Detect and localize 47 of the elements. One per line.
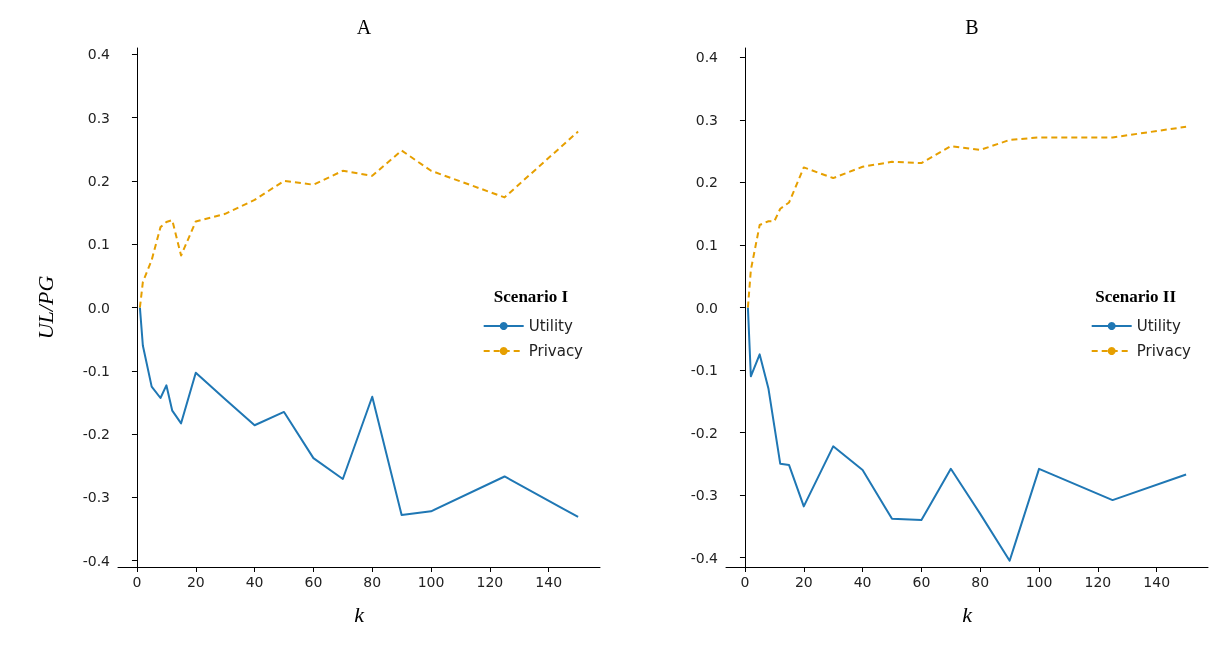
- y-axis-title: UL/PG: [32, 275, 58, 340]
- line-series: [746, 125, 1188, 309]
- y-tick-label: -0.1: [690, 362, 718, 379]
- y-tick-label: 0.0: [87, 299, 110, 316]
- legend-label: Utility: [1136, 317, 1181, 335]
- x-tick-label: 140: [535, 574, 563, 590]
- x-axis-title: k: [354, 601, 366, 627]
- y-tick-label: 0.2: [87, 172, 110, 189]
- x-axis-title: k: [962, 601, 974, 627]
- y-tick-label: 0.3: [87, 109, 110, 126]
- x-tick-label: 20: [794, 574, 813, 590]
- x-tick-label: 140: [1143, 574, 1171, 590]
- x-tick-label: 100: [1025, 574, 1053, 590]
- x-tick-label: 20: [186, 574, 205, 590]
- y-tick-label: -0.3: [82, 489, 110, 506]
- x-tick-label: 100: [417, 574, 445, 590]
- y-tick-label: 0.4: [695, 49, 719, 66]
- y-tick-label: -0.4: [82, 552, 111, 569]
- legend-label: Utility: [528, 317, 573, 335]
- y-tick-label: -0.3: [690, 487, 718, 504]
- y-tick-label: 0.0: [695, 299, 718, 316]
- y-tick-label: -0.2: [82, 426, 110, 443]
- x-tick-label: 40: [853, 574, 872, 590]
- x-tick-label: 0: [740, 574, 750, 590]
- y-tick-label: 0.4: [87, 46, 111, 63]
- x-tick-label: 120: [1084, 574, 1112, 590]
- legend-title: Scenario II: [1095, 286, 1177, 306]
- y-tick-label: -0.1: [82, 362, 110, 379]
- x-tick-label: 60: [304, 574, 323, 590]
- x-tick-label: 80: [971, 574, 990, 590]
- legend-title: Scenario I: [493, 286, 569, 306]
- x-tick-label: 0: [132, 574, 142, 590]
- y-tick-label: 0.3: [695, 111, 718, 128]
- y-tick-label: -0.2: [690, 424, 718, 441]
- x-tick-label: 80: [363, 574, 382, 590]
- legend-label: Privacy: [1136, 342, 1192, 360]
- x-tick-label: 40: [245, 574, 264, 590]
- chart-title: B: [965, 16, 979, 38]
- chart-title: A: [356, 16, 372, 38]
- line-series: [138, 130, 580, 309]
- y-tick-label: -0.4: [690, 549, 719, 566]
- y-tick-label: 0.1: [695, 236, 718, 253]
- legend-label: Privacy: [528, 342, 584, 360]
- y-tick-label: 0.1: [87, 236, 110, 253]
- x-tick-label: 60: [912, 574, 931, 590]
- x-tick-label: 120: [476, 574, 504, 590]
- y-tick-label: 0.2: [695, 174, 718, 191]
